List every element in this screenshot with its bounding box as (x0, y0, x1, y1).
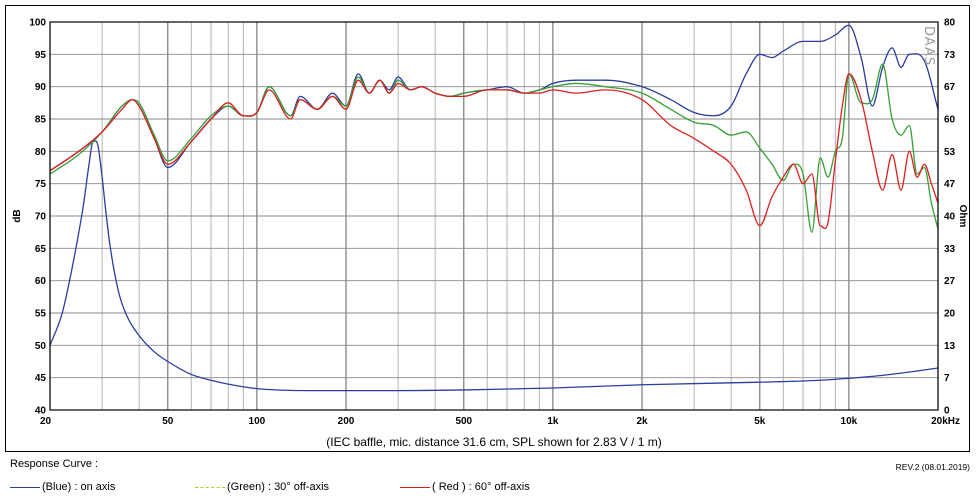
y2-tick-label: 60 (944, 115, 956, 126)
daas-watermark: DAAS (921, 26, 936, 66)
y2-tick-label: 27 (944, 276, 956, 287)
legend-swatch-blue (10, 486, 40, 488)
series-line-impedance (49, 140, 939, 392)
x-tick-label: 100 (249, 416, 266, 427)
y-tick-label: 55 (35, 309, 47, 320)
y-tick-label: 90 (35, 82, 47, 93)
legend-label-red: ( Red ) : 60° off-axis (432, 481, 530, 493)
y2-tick-label: 80 (944, 18, 956, 29)
x-tick-label: 500 (455, 416, 472, 427)
revision-label: REV.2 (08.01.2019) (895, 462, 970, 472)
x-tick-label: 10k (841, 416, 858, 427)
y2-tick-label: 20 (944, 309, 956, 320)
x-tick-label: 1k (547, 416, 559, 427)
y2-tick-label: 40 (944, 212, 956, 223)
plot-area-border (49, 21, 939, 411)
x-tick-label: 20kHz (931, 416, 960, 427)
y2-tick-label: 13 (944, 341, 956, 352)
y2-axis-title: Ohm (957, 205, 968, 228)
x-tick-label: 2k (636, 416, 648, 427)
y2-tick-label: 53 (944, 147, 956, 158)
legend-item-red: ( Red ) : 60° off-axis (400, 481, 530, 493)
x-tick-label: 5k (754, 416, 766, 427)
y-tick-label: 85 (35, 115, 47, 126)
y-tick-label: 70 (35, 212, 47, 223)
y-tick-label: 65 (35, 244, 47, 255)
legend-item-green: (Green) : 30° off-axis (195, 481, 329, 493)
frequency-response-chart: 40 45 50 55 60 65 70 75 80 85 90 95 100 0 7 13 20 27 33 40 4… (12, 18, 968, 450)
y-tick-label: 60 (35, 276, 47, 287)
legend-swatch-red (400, 486, 430, 488)
y2-tick-label: 47 (944, 179, 956, 190)
legend-item-blue: (Blue) : on axis (10, 481, 115, 493)
y2-tick-label: 33 (944, 244, 956, 255)
y-tick-label: 95 (35, 50, 47, 61)
series-line-red (49, 73, 939, 230)
chart-caption: (IEC baffle, mic. distance 31.6 cm, SPL … (326, 435, 661, 449)
y2-tick-label: 7 (944, 373, 950, 384)
y2-tick-label: 67 (944, 82, 956, 93)
y-tick-label: 50 (35, 341, 47, 352)
x-tick-label: 200 (338, 416, 355, 427)
y-tick-label: 40 (35, 406, 47, 417)
chart-frame: 40 45 50 55 60 65 70 75 80 85 90 95 100 0 7 13 20 27 33 40 4… (5, 5, 970, 452)
legend-label-blue: (Blue) : on axis (42, 481, 116, 493)
y-tick-label: 75 (35, 179, 47, 190)
legend-label-green: (Green) : 30° off-axis (227, 481, 330, 493)
y-tick-label: 45 (35, 373, 47, 384)
y-tick-label: 80 (35, 147, 47, 158)
y2-tick-label: 0 (944, 406, 950, 417)
y2-tick-label: 73 (944, 50, 956, 61)
x-tick-label: 50 (162, 416, 174, 427)
y-tick-label: 100 (29, 18, 46, 29)
legend-title: Response Curve : (10, 458, 99, 470)
x-tick-label: 20 (40, 416, 52, 427)
y-axis-title: dB (12, 209, 23, 222)
legend-swatch-green (195, 486, 225, 488)
